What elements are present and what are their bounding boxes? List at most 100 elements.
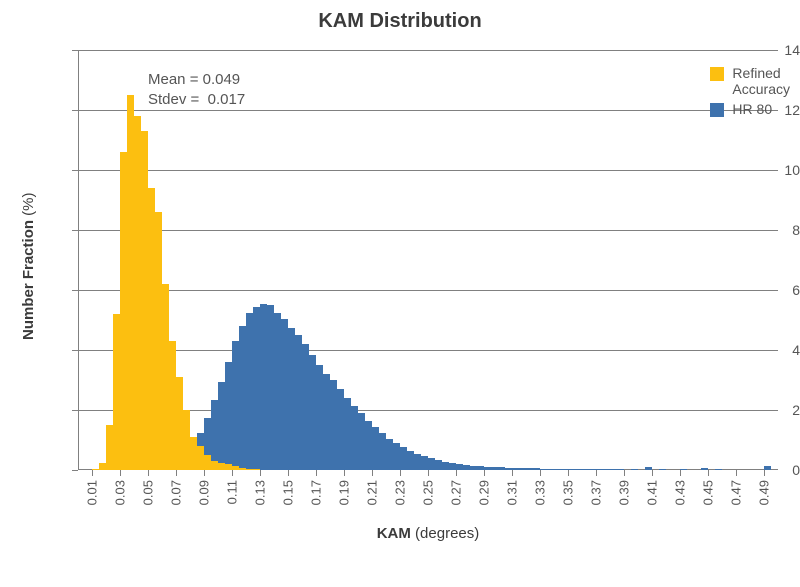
bar <box>309 355 315 471</box>
x-tick-mark <box>92 470 93 476</box>
bar <box>617 469 623 470</box>
x-axis-label: KAM (degrees) <box>78 525 778 542</box>
bar <box>134 116 140 470</box>
bar <box>645 467 651 470</box>
bar <box>680 469 686 470</box>
bar <box>442 462 448 470</box>
bar <box>218 382 224 471</box>
bar <box>764 466 770 470</box>
bar <box>148 188 154 470</box>
bar <box>218 463 224 471</box>
x-tick-label: 0.07 <box>169 480 184 505</box>
x-tick-mark <box>652 470 653 476</box>
legend-item: RefinedAccuracy <box>710 65 790 97</box>
x-tick-mark <box>288 470 289 476</box>
legend-label: RefinedAccuracy <box>732 65 790 97</box>
x-tick-label: 0.25 <box>421 480 436 505</box>
x-tick-label: 0.03 <box>113 480 128 505</box>
bar <box>232 341 238 470</box>
stats-mean: Mean = 0.049 <box>148 70 245 90</box>
bar <box>225 362 231 470</box>
bar <box>484 467 490 470</box>
bar <box>204 455 210 470</box>
bar <box>554 469 560 471</box>
x-tick-mark <box>148 470 149 476</box>
bars-layer <box>78 50 778 470</box>
x-tick-mark <box>316 470 317 476</box>
bar <box>337 389 343 470</box>
x-tick-mark <box>428 470 429 476</box>
bar <box>330 380 336 470</box>
bar <box>533 468 539 470</box>
bar <box>316 365 322 470</box>
bar <box>155 212 161 470</box>
stats-box: Mean = 0.049 Stdev = 0.017 <box>148 70 245 111</box>
x-tick-mark <box>176 470 177 476</box>
bar <box>162 284 168 470</box>
bar <box>239 468 245 470</box>
x-tick-label: 0.15 <box>281 480 296 505</box>
bar <box>540 469 546 471</box>
bar <box>631 469 637 470</box>
bar <box>232 466 238 470</box>
bar <box>386 439 392 471</box>
x-tick-mark <box>624 470 625 476</box>
y-tick-label: 0 <box>734 462 800 478</box>
bar <box>470 466 476 471</box>
x-tick-mark <box>204 470 205 476</box>
x-tick-label: 0.21 <box>365 480 380 505</box>
bar <box>246 313 252 471</box>
x-tick-label: 0.19 <box>337 480 352 505</box>
bar <box>183 410 189 470</box>
bar <box>211 400 217 471</box>
y-tick-label: 12 <box>734 102 800 118</box>
bar <box>498 467 504 470</box>
y-grid-line <box>78 230 778 231</box>
y-grid-line <box>78 170 778 171</box>
bar <box>239 326 245 470</box>
bar <box>253 469 259 470</box>
bar <box>246 469 252 471</box>
x-tick-mark <box>232 470 233 476</box>
bar <box>575 469 581 470</box>
stats-stdev: Stdev = 0.017 <box>148 90 245 110</box>
bar <box>92 469 98 471</box>
chart-title: KAM Distribution <box>0 10 800 33</box>
bar <box>211 461 217 470</box>
bar <box>190 437 196 470</box>
bar <box>106 425 112 470</box>
bar <box>477 466 483 470</box>
bar <box>197 446 203 470</box>
x-tick-label: 0.01 <box>85 480 100 505</box>
bar <box>260 304 266 471</box>
x-tick-mark <box>120 470 121 476</box>
x-tick-label: 0.27 <box>449 480 464 505</box>
bar <box>267 305 273 470</box>
bar <box>344 398 350 470</box>
bar <box>547 469 553 471</box>
x-tick-label: 0.37 <box>589 480 604 505</box>
bar <box>274 313 280 471</box>
bar <box>512 468 518 470</box>
bar <box>491 467 497 470</box>
bar <box>561 469 567 470</box>
x-tick-mark <box>540 470 541 476</box>
bar <box>526 468 532 470</box>
bar <box>421 456 427 470</box>
x-tick-label: 0.43 <box>673 480 688 505</box>
bar <box>358 413 364 470</box>
bar <box>414 454 420 471</box>
bar <box>127 95 133 470</box>
bar <box>169 341 175 470</box>
x-tick-label: 0.13 <box>253 480 268 505</box>
y-grid-line <box>78 50 778 51</box>
y-tick-mark <box>72 470 78 471</box>
bar <box>400 447 406 470</box>
bar <box>589 469 595 470</box>
x-tick-mark <box>484 470 485 476</box>
bar <box>603 469 609 470</box>
bar <box>701 468 707 470</box>
y-tick-label: 14 <box>734 42 800 58</box>
bar <box>659 469 665 470</box>
y-grid-line <box>78 290 778 291</box>
